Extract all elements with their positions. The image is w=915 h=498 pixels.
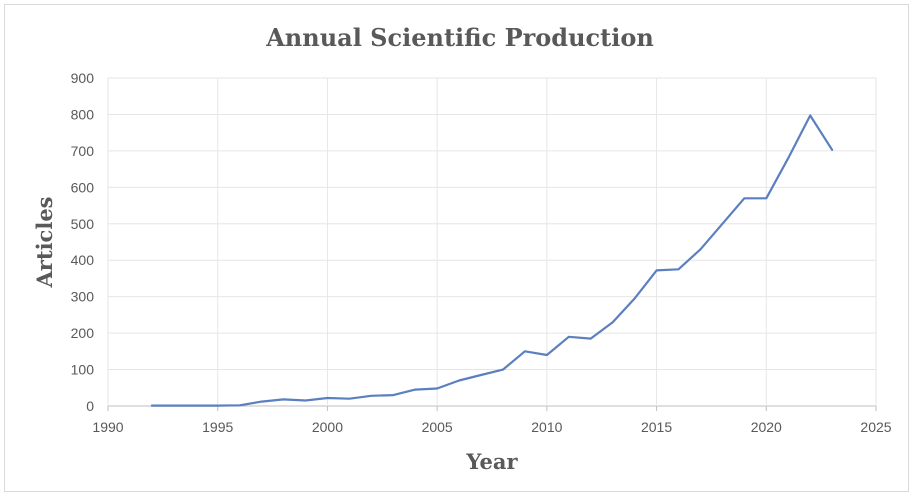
data-point	[348, 397, 351, 400]
data-point	[699, 248, 702, 251]
chart-title: Annual Scientific Production	[265, 23, 654, 52]
x-tick-label: 2005	[422, 419, 453, 435]
data-point	[831, 148, 833, 151]
data-point	[787, 157, 790, 159]
data-point	[436, 387, 438, 390]
data-point	[370, 394, 373, 397]
data-point	[194, 404, 197, 407]
data-point	[721, 222, 724, 225]
x-tick-label: 2000	[312, 419, 343, 435]
series-group	[150, 114, 834, 407]
x-tick-label: 2015	[641, 419, 672, 435]
y-tick-label: 0	[86, 398, 94, 414]
data-point	[655, 269, 658, 272]
data-point	[765, 197, 768, 200]
y-tick-label: 500	[71, 216, 95, 232]
y-tick-label: 100	[71, 362, 95, 378]
data-point	[282, 398, 285, 401]
series-line	[150, 114, 834, 407]
data-point	[326, 397, 329, 399]
y-tick-label: 200	[71, 325, 95, 341]
data-point	[611, 321, 614, 323]
data-point	[677, 268, 680, 271]
data-point	[743, 197, 746, 200]
y-tick-label: 900	[71, 70, 95, 86]
y-tick-label: 700	[71, 143, 95, 159]
data-point	[589, 337, 592, 340]
data-point	[414, 388, 417, 391]
data-point	[546, 354, 548, 356]
data-point	[173, 404, 175, 407]
data-point	[568, 335, 570, 338]
data-point	[458, 379, 460, 382]
y-tick-label: 300	[71, 289, 95, 305]
y-axis-ticks: 0 100 200 300 400 500 600 700 800 900	[71, 70, 95, 414]
data-point	[633, 297, 636, 300]
data-point	[216, 404, 219, 407]
data-point	[524, 350, 526, 353]
x-axis-ticks: 1990 1995 2000 2005 2010 2015 2020 2025	[92, 419, 891, 435]
y-tick-label: 400	[71, 252, 95, 268]
y-tick-label: 600	[71, 179, 95, 195]
x-tick-label: 2025	[860, 419, 891, 435]
y-axis-title: Articles	[32, 197, 57, 289]
x-axis-title: Year	[465, 449, 518, 474]
x-tick-label: 1990	[92, 419, 123, 435]
grid	[107, 77, 877, 411]
x-tick-label: 2010	[531, 419, 562, 435]
data-point	[480, 374, 482, 376]
data-point	[392, 394, 395, 396]
x-tick-label: 2020	[751, 419, 782, 435]
data-point	[260, 400, 263, 403]
x-tick-label: 1995	[202, 419, 233, 435]
data-point	[502, 368, 504, 371]
data-point	[238, 404, 241, 407]
chart-frame	[4, 4, 909, 492]
data-point	[304, 399, 307, 402]
y-tick-label: 800	[71, 106, 95, 122]
data-point	[809, 114, 811, 117]
data-point	[151, 404, 153, 407]
